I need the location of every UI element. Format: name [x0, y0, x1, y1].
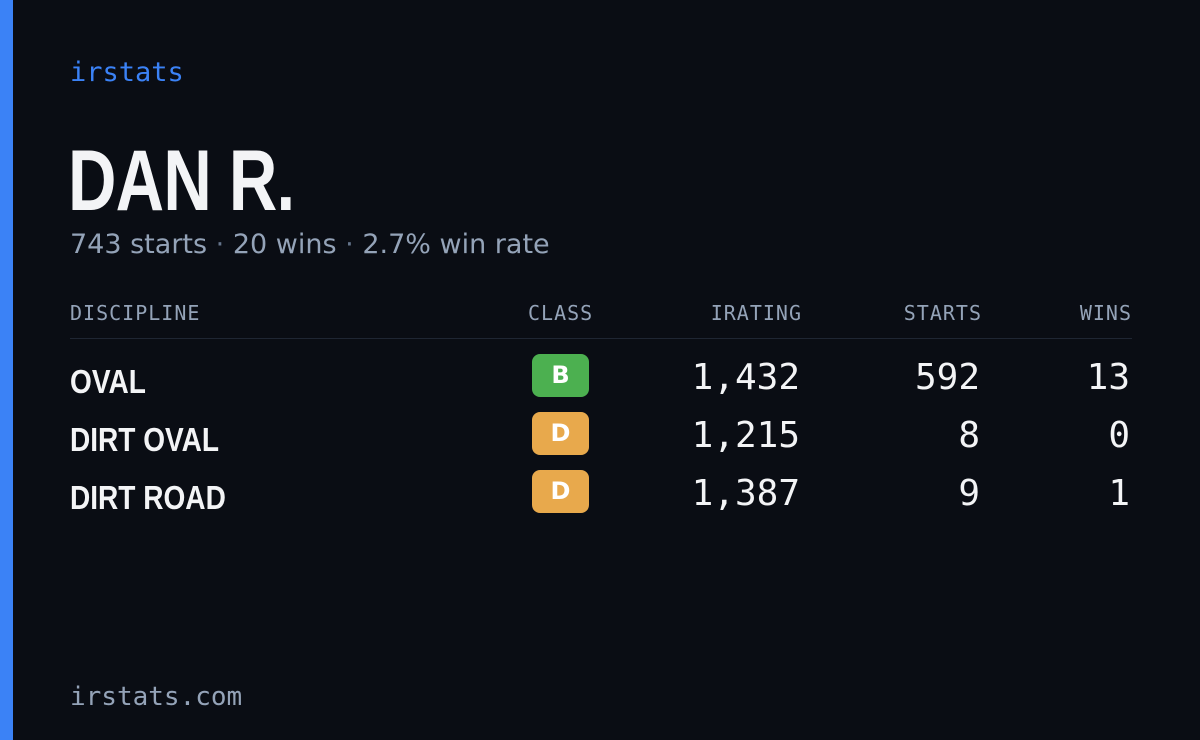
- header-class: CLASS: [528, 301, 594, 325]
- irating-value: 1,432: [691, 357, 800, 398]
- footer-url: irstats.com: [70, 682, 243, 712]
- win-rate-summary: 2.7% win rate: [362, 229, 550, 260]
- wins-value: 13: [1086, 357, 1130, 398]
- wins-summary: 20 wins: [232, 229, 337, 260]
- header-starts: STARTS: [903, 301, 982, 325]
- accent-bar: [0, 0, 13, 740]
- discipline-name: DIRT ROAD: [70, 479, 226, 516]
- brand-logo-text: irstats: [70, 57, 184, 88]
- discipline-name: OVAL: [70, 363, 146, 400]
- table-row: DIRT ROAD D 1,387 9 1: [70, 468, 1132, 526]
- starts-summary: 743 starts: [70, 229, 208, 260]
- stats-table-header: DISCIPLINE CLASS IRATING STARTS WINS: [70, 298, 1132, 339]
- stats-table-body: OVAL B 1,432 592 13 DIRT OVAL D 1,215 8 …: [70, 352, 1132, 526]
- starts-value: 8: [958, 415, 980, 456]
- wins-value: 0: [1108, 415, 1130, 456]
- player-name: DAN R.: [68, 133, 295, 229]
- class-badge: D: [532, 412, 589, 455]
- irating-value: 1,387: [691, 473, 800, 514]
- wins-value: 1: [1108, 473, 1130, 514]
- header-wins: WINS: [1079, 301, 1132, 325]
- class-badge: B: [532, 354, 589, 397]
- class-badge: D: [532, 470, 589, 513]
- header-irating: IRATING: [710, 301, 802, 325]
- table-row: OVAL B 1,432 592 13: [70, 352, 1132, 410]
- table-row: DIRT OVAL D 1,215 8 0: [70, 410, 1132, 468]
- header-discipline: DISCIPLINE: [70, 301, 201, 325]
- discipline-name: DIRT OVAL: [70, 421, 220, 458]
- starts-value: 9: [958, 473, 980, 514]
- starts-value: 592: [914, 357, 980, 398]
- summary-separator: ·: [215, 229, 225, 260]
- player-summary: 743 starts · 20 wins · 2.7% win rate: [70, 226, 550, 264]
- summary-separator: ·: [345, 229, 354, 260]
- irating-value: 1,215: [691, 415, 800, 456]
